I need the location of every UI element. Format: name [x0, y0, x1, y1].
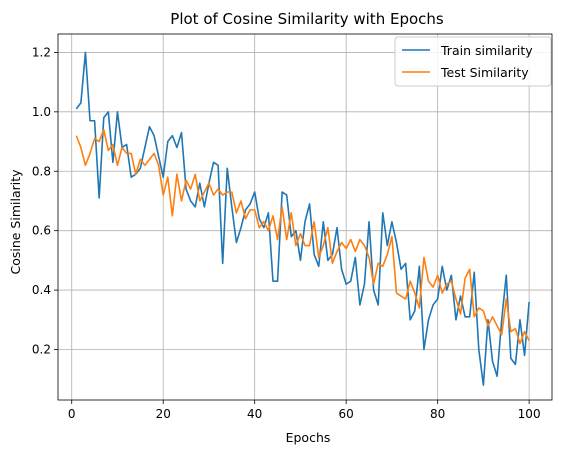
x-tick-label: 80 — [430, 407, 445, 421]
legend-label-train-similarity: Train similarity — [440, 43, 533, 58]
y-tick-label: 1.2 — [32, 45, 51, 59]
y-tick-label: 0.2 — [32, 342, 51, 356]
x-axis-label: Epochs — [286, 430, 331, 445]
legend-label-test-similarity: Test Similarity — [440, 65, 529, 80]
y-tick-label: 0.6 — [32, 224, 51, 238]
series-line-test-similarity — [75, 128, 530, 345]
legend-box — [394, 36, 552, 87]
grid-lines — [58, 34, 552, 400]
legend: Train similarity Test Similarity — [394, 36, 552, 87]
y-tick-label: 1.0 — [32, 105, 51, 119]
x-tick-label: 100 — [518, 407, 541, 421]
y-tick-label: 0.4 — [32, 283, 51, 297]
x-tick-label: 60 — [339, 407, 354, 421]
x-tick-label: 0 — [68, 407, 76, 421]
series-layer — [75, 51, 530, 386]
y-tick-label: 0.8 — [32, 164, 51, 178]
chart-title: Plot of Cosine Similarity with Epochs — [170, 10, 444, 28]
y-axis-label: Cosine Similarity — [8, 169, 23, 275]
x-tick-label: 40 — [247, 407, 262, 421]
plot-frame — [57, 33, 553, 401]
axis-ticks: 0 20 40 60 80 100 0.2 0.4 0.6 0.8 1.0 1.2 — [32, 45, 541, 421]
x-tick-label: 20 — [156, 407, 171, 421]
